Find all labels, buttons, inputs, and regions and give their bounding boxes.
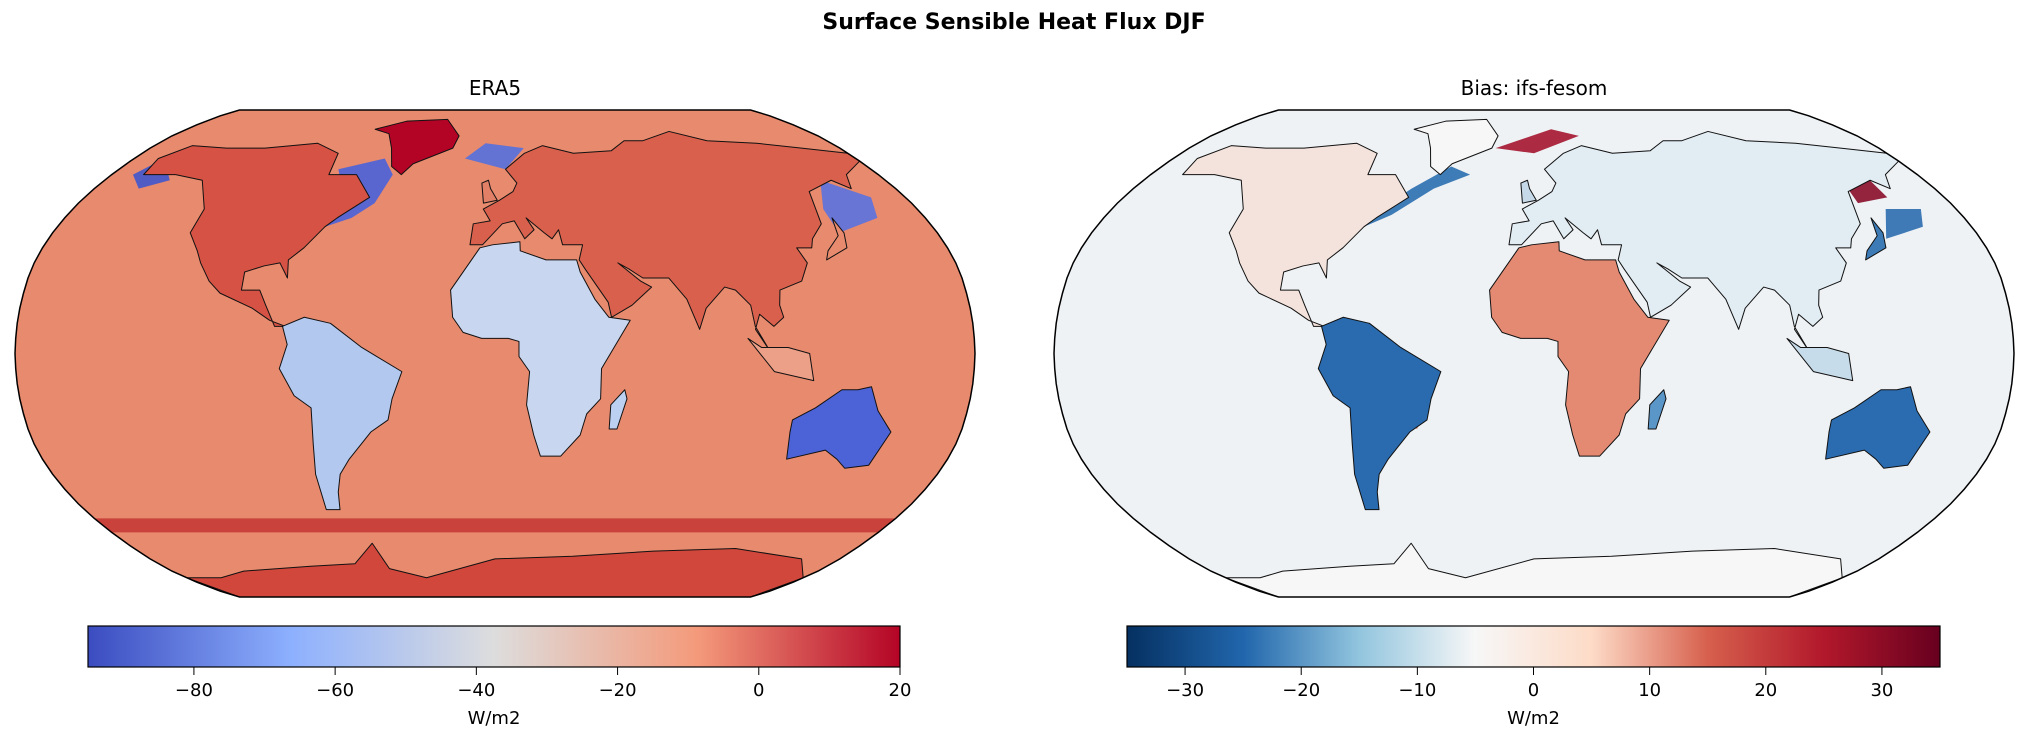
panel-title-era5: ERA5	[468, 76, 522, 100]
map-panel-1	[1053, 109, 2015, 598]
colorbar-tick-label: −20	[1282, 680, 1321, 701]
coastline-an	[1225, 542, 1843, 597]
map-boundary	[1053, 109, 2015, 598]
anomaly-region	[94, 518, 896, 533]
colorbar-tick-label: −60	[316, 680, 355, 701]
coastline-jp	[1865, 217, 1887, 261]
coastline-eu	[1508, 130, 1900, 351]
coastline-af	[450, 241, 631, 457]
coastline-eu	[469, 130, 861, 351]
colorbar-tick-label: −20	[598, 680, 637, 701]
colorbar-tick-label: −80	[174, 680, 213, 701]
panel-title-bias: Bias: ifs-fesom	[1460, 76, 1608, 100]
colorbar-label-era5: W/m2	[467, 708, 521, 729]
coastline-au	[1825, 386, 1931, 469]
coastline-in	[1786, 337, 1854, 382]
colorbar-0	[87, 625, 901, 668]
anomaly-region	[820, 180, 878, 233]
coastline-in	[747, 337, 815, 382]
coastline-uk	[481, 179, 498, 204]
coastline-md	[608, 389, 628, 430]
coastline-na	[1182, 142, 1410, 327]
colorbar-tick-label: 10	[1638, 680, 1662, 701]
coastline-af	[1489, 241, 1670, 457]
coastline-gl	[374, 118, 460, 176]
coastline-md	[1647, 389, 1667, 430]
coastline-an	[186, 542, 804, 597]
colorbar-tick-label: −40	[457, 680, 496, 701]
colorbar-label-bias: W/m2	[1507, 708, 1560, 729]
figure-title: Surface Sensible Heat Flux DJF	[822, 10, 1206, 35]
coastline-jp	[826, 217, 848, 261]
colorbar-tick-label: −30	[1166, 680, 1205, 701]
coastline-sa	[1317, 316, 1442, 511]
colorbar-tick-label: −10	[1398, 680, 1437, 701]
anomaly-region	[464, 143, 524, 170]
coastline-uk	[1520, 179, 1537, 204]
coastline-sa	[278, 316, 403, 511]
colorbar-tick-label: 0	[1527, 680, 1540, 701]
colorbar-tick-label: 0	[753, 680, 765, 701]
anomaly-region	[1363, 166, 1471, 227]
colorbar-1	[1126, 625, 1941, 668]
coastline-au	[786, 386, 892, 469]
map-panel-0	[14, 109, 976, 598]
colorbar-tick-label: 20	[1754, 680, 1778, 701]
colorbar-tick-label: 30	[1870, 680, 1894, 701]
anomaly-region	[1495, 129, 1579, 154]
anomaly-region	[1885, 209, 1923, 239]
coastline-na	[143, 142, 371, 327]
map-boundary	[14, 109, 976, 598]
coastline-gl	[1413, 118, 1499, 176]
colorbar-tick-label: 20	[888, 680, 912, 701]
